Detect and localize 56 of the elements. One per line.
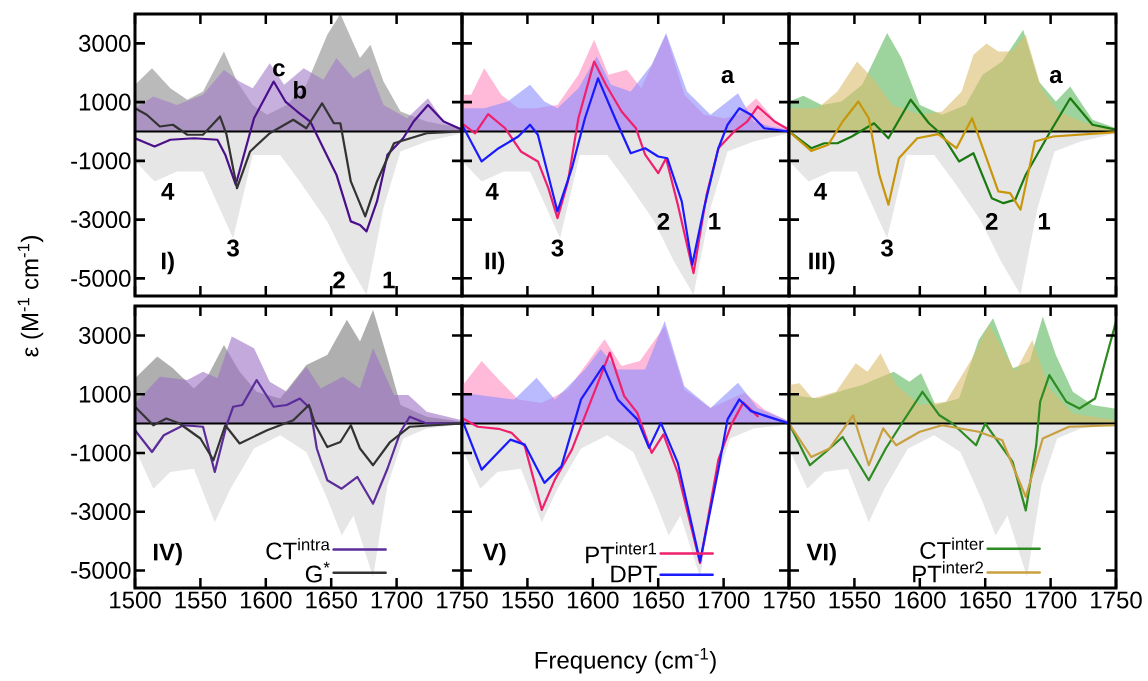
x-tick-label: 1500	[110, 591, 161, 609]
annotation: VI)	[806, 542, 836, 566]
annotation: 1	[1038, 213, 1051, 230]
annotation: 2	[985, 212, 998, 230]
annotation: 3	[226, 239, 239, 257]
legend-label: CT$^{intra}$	[266, 538, 330, 560]
x-tick-label: 1550	[829, 591, 881, 609]
x-tick-label: 1650	[960, 591, 1011, 609]
y-tick-label: 3000	[79, 34, 131, 52]
x-tick-label: 1600	[567, 591, 619, 609]
annotation: V)	[482, 542, 506, 566]
annotation: c	[273, 63, 285, 77]
annotation: a	[721, 70, 735, 84]
legend-label: CT$^{inter}$	[920, 537, 984, 559]
x-tick-label: 1600	[894, 591, 946, 609]
annotation: 3	[551, 239, 564, 257]
y-tick-label: 1000	[79, 93, 131, 111]
x-tick-label: 1550	[175, 591, 227, 609]
x-tick-label: 1700	[698, 591, 750, 609]
annotation: I)	[161, 251, 174, 275]
y-tick-label: -5000	[71, 561, 131, 579]
x-tick-label: 1650	[306, 591, 357, 609]
y-tick-label: -3000	[71, 211, 131, 229]
x-tick-label: 1700	[1025, 591, 1077, 609]
legend-label: PT$^{inter1}$	[586, 542, 657, 564]
x-tick-label: 1600	[240, 591, 292, 609]
y-tick-label: -1000	[71, 444, 131, 462]
annotation: 3	[880, 239, 893, 257]
x-tick-label: 1750	[764, 591, 815, 609]
x-axis-title: Frequency (cm$^{-1}$)	[535, 647, 716, 674]
x-tick-label: 1650	[633, 591, 684, 609]
x-tick-label: 1750	[1091, 591, 1142, 609]
annotation: 2	[333, 271, 345, 289]
x-tick-label: 1750	[437, 591, 488, 609]
annotation: 1	[709, 213, 721, 230]
annotation: 1	[383, 271, 395, 289]
annotation: II)	[485, 251, 505, 275]
annotation: IV)	[153, 542, 182, 566]
annotation: a	[1049, 70, 1063, 84]
annotation: III)	[809, 251, 835, 275]
annotation: 4	[161, 183, 175, 200]
y-tick-label: 1000	[79, 385, 131, 403]
annotation: 4	[485, 183, 499, 200]
annotation: 4	[814, 183, 827, 200]
y-tick-label: 3000	[79, 326, 131, 344]
y-tick-label: -1000	[71, 152, 131, 170]
y-tick-label: -3000	[71, 503, 131, 521]
legend-label: PT$^{inter2}$	[913, 561, 984, 583]
legend-label: G$^{*}$	[305, 561, 330, 583]
x-tick-label: 1700	[371, 591, 423, 609]
legend-label: DPT	[611, 565, 657, 583]
x-tick-label: 1550	[502, 591, 554, 609]
annotation: 2	[657, 212, 670, 230]
y-tick-label: -5000	[71, 269, 131, 287]
y-axis-title: ε (M$^{-1}$ cm$^{-1}$)	[17, 236, 44, 357]
annotation: b	[294, 81, 307, 99]
